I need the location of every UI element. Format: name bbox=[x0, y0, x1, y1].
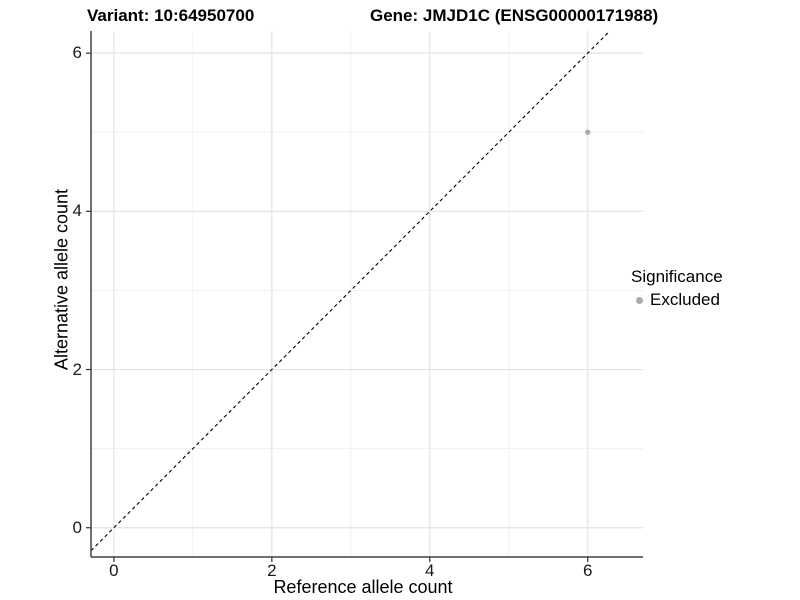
legend-title: Significance bbox=[631, 267, 723, 286]
plot-title-variant: Variant: 10:64950700 bbox=[87, 6, 255, 25]
legend-entry-label: Excluded bbox=[650, 290, 720, 309]
y-tick-label: 2 bbox=[72, 359, 82, 379]
x-tick-label: 6 bbox=[582, 561, 593, 580]
x-tick-label: 0 bbox=[109, 561, 119, 580]
legend: Significance Excluded bbox=[630, 267, 723, 310]
x-axis-title: Reference allele count bbox=[273, 577, 453, 597]
data-point bbox=[585, 129, 591, 135]
legend-point-swatch bbox=[636, 296, 643, 304]
x-tick-label: 2 bbox=[267, 561, 277, 580]
identity-line bbox=[90, 30, 611, 552]
legend-entry-excluded: Excluded bbox=[630, 290, 723, 310]
y-tick-label: 6 bbox=[72, 43, 82, 63]
y-axis-title: Alternative allele count bbox=[51, 188, 72, 371]
x-tick-label: 4 bbox=[425, 561, 435, 580]
y-tick-label: 4 bbox=[72, 201, 82, 221]
y-tick-label: 0 bbox=[72, 517, 82, 537]
plot-title-gene: Gene: JMJD1C (ENSG00000171988) bbox=[370, 6, 659, 25]
